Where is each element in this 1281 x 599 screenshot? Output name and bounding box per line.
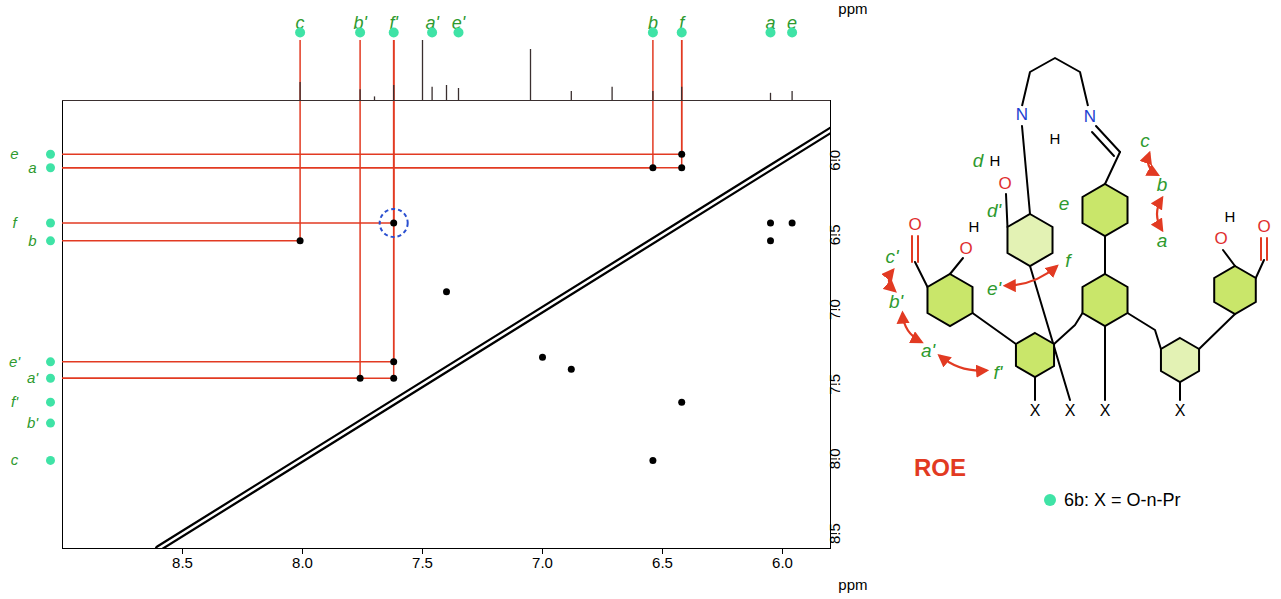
svg-text:d: d xyxy=(973,150,985,171)
svg-text:X: X xyxy=(1175,402,1186,419)
svg-text:e: e xyxy=(787,13,798,34)
svg-text:b: b xyxy=(647,13,658,34)
svg-text:O: O xyxy=(908,215,921,234)
svg-text:X: X xyxy=(1030,402,1041,419)
svg-text:ppm: ppm xyxy=(838,576,867,593)
svg-text:c: c xyxy=(295,13,305,34)
svg-text:b': b' xyxy=(889,291,905,312)
svg-text:6b: X = O-n-Pr: 6b: X = O-n-Pr xyxy=(1064,490,1181,510)
svg-text:H: H xyxy=(990,152,1001,169)
svg-text:8.0: 8.0 xyxy=(826,448,843,469)
svg-text:H: H xyxy=(969,218,980,235)
svg-text:O: O xyxy=(959,239,972,258)
svg-text:a': a' xyxy=(27,369,39,386)
svg-text:f': f' xyxy=(11,393,19,410)
svg-text:b: b xyxy=(1157,174,1168,195)
svg-text:H: H xyxy=(1225,208,1236,225)
svg-text:H: H xyxy=(1050,130,1061,147)
svg-text:O: O xyxy=(1257,217,1270,236)
svg-text:a: a xyxy=(28,159,36,176)
svg-text:8.5: 8.5 xyxy=(172,554,193,571)
svg-text:e': e' xyxy=(987,278,1003,299)
svg-text:e: e xyxy=(10,145,18,162)
svg-text:c': c' xyxy=(885,246,900,267)
svg-text:6.0: 6.0 xyxy=(826,150,843,171)
svg-text:N: N xyxy=(1084,107,1096,126)
svg-text:f': f' xyxy=(994,362,1004,383)
svg-text:8.0: 8.0 xyxy=(292,554,313,571)
svg-text:X: X xyxy=(1065,402,1076,419)
svg-text:b': b' xyxy=(353,13,367,34)
svg-text:f: f xyxy=(12,214,18,231)
svg-text:6.5: 6.5 xyxy=(826,224,843,245)
svg-text:f': f' xyxy=(389,13,398,34)
svg-text:a': a' xyxy=(921,340,937,361)
svg-text:7.0: 7.0 xyxy=(532,554,553,571)
svg-text:f: f xyxy=(679,13,685,34)
svg-text:c: c xyxy=(11,451,19,468)
svg-text:e: e xyxy=(1059,193,1070,214)
svg-text:O: O xyxy=(1214,229,1227,248)
svg-text:7.5: 7.5 xyxy=(826,374,843,395)
svg-text:a': a' xyxy=(425,13,439,34)
svg-text:a: a xyxy=(765,13,776,34)
svg-text:ppm: ppm xyxy=(838,0,867,17)
svg-text:f: f xyxy=(1065,250,1072,271)
svg-text:N: N xyxy=(1016,105,1028,124)
svg-text:b: b xyxy=(28,232,36,249)
svg-text:a: a xyxy=(1157,230,1168,251)
svg-text:O: O xyxy=(998,174,1011,193)
svg-text:7.0: 7.0 xyxy=(826,299,843,320)
svg-text:ROE: ROE xyxy=(914,454,966,481)
svg-text:e': e' xyxy=(9,353,21,370)
svg-text:X: X xyxy=(1100,402,1111,419)
svg-text:7.5: 7.5 xyxy=(412,554,433,571)
svg-text:8.5: 8.5 xyxy=(826,523,843,544)
svg-text:6.0: 6.0 xyxy=(772,554,793,571)
svg-text:6.5: 6.5 xyxy=(652,554,673,571)
svg-text:e': e' xyxy=(451,13,466,34)
svg-text:d': d' xyxy=(987,200,1003,221)
svg-text:c: c xyxy=(1140,130,1150,151)
svg-text:b': b' xyxy=(27,414,39,431)
